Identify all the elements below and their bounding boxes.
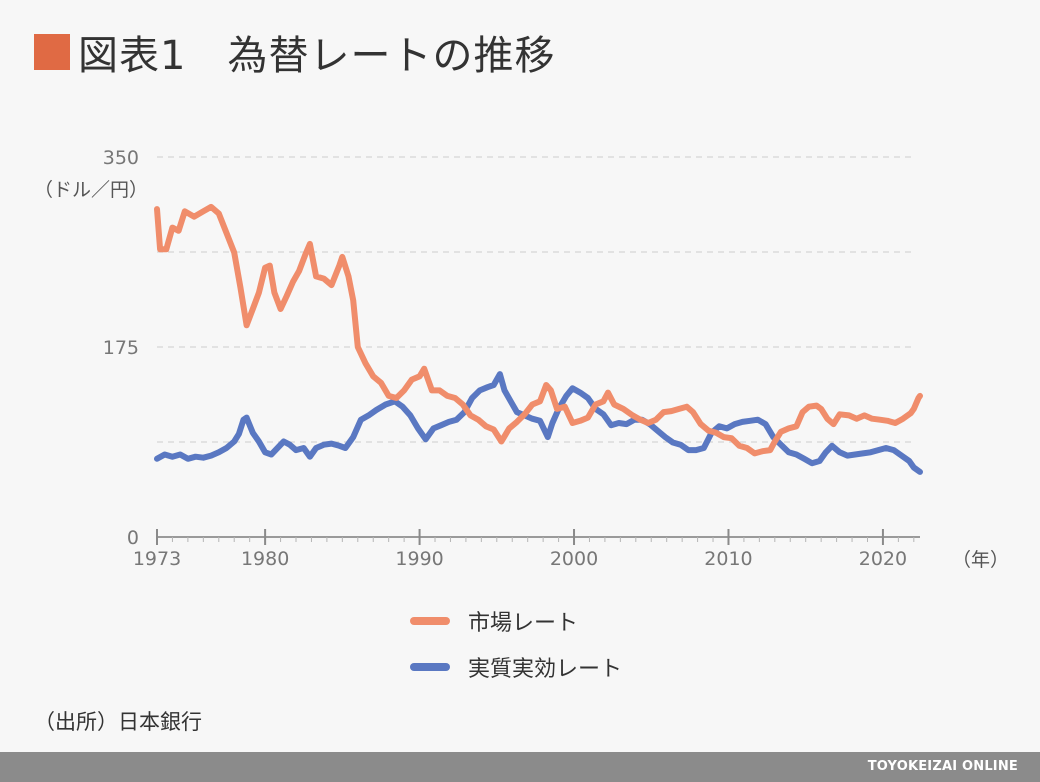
series-line-market-rate bbox=[154, 203, 923, 457]
series-lines bbox=[154, 203, 923, 475]
x-tick-label: 1990 bbox=[395, 548, 443, 570]
x-tick-label: 2010 bbox=[704, 548, 752, 570]
source-note: （出所）日本銀行 bbox=[34, 710, 202, 734]
gridlines bbox=[157, 156, 916, 443]
legend-item-real-effective-rate: 実質実効レート bbox=[410, 644, 622, 690]
y-tick-labels: 0 175 350 bbox=[103, 147, 139, 549]
chart-title: 図表1 為替レートの推移 bbox=[34, 22, 555, 82]
y-axis-unit-label: （ドル／円） bbox=[34, 179, 148, 201]
legend-swatch-real-effective-rate bbox=[410, 663, 450, 671]
publisher-name: TOYOKEIZAI ONLINE bbox=[867, 759, 1018, 774]
title-marker bbox=[34, 34, 70, 70]
y-tick-label: 175 bbox=[103, 337, 139, 359]
legend-item-market-rate: 市場レート bbox=[410, 598, 622, 644]
x-tick-label: 2000 bbox=[550, 548, 598, 570]
legend-label-real-effective-rate: 実質実効レート bbox=[468, 657, 623, 682]
y-tick-label: 350 bbox=[103, 147, 139, 169]
footer-bar: TOYOKEIZAI ONLINE bbox=[0, 752, 1040, 782]
series-line-real-effective-rate bbox=[154, 371, 923, 475]
x-axis-unit-label: （年） bbox=[952, 549, 1009, 571]
y-tick-label: 0 bbox=[127, 527, 139, 549]
legend: 市場レート 実質実効レート bbox=[410, 598, 622, 690]
x-tick-label: 1973 bbox=[133, 548, 181, 570]
x-axis: 1973 1980 1990 2000 2010 2020 bbox=[133, 529, 920, 570]
x-tick-label: 1980 bbox=[241, 548, 289, 570]
legend-swatch-market-rate bbox=[410, 617, 450, 625]
legend-label-market-rate: 市場レート bbox=[468, 611, 579, 636]
x-tick-label: 2020 bbox=[859, 548, 907, 570]
title-text: 図表1 為替レートの推移 bbox=[78, 33, 556, 79]
